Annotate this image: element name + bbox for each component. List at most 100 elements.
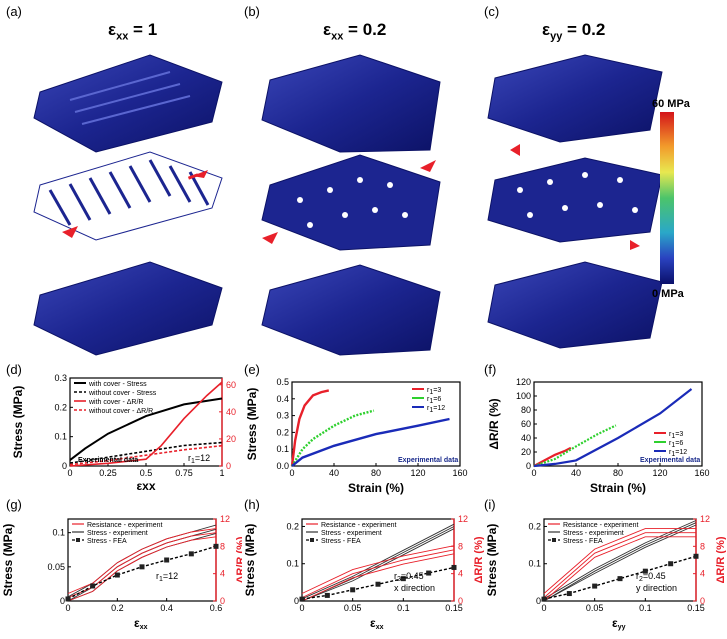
mesh-a-top-slits [69, 71, 191, 125]
mesh-c-bot [487, 261, 663, 349]
legend-label: r1=6 [427, 396, 441, 405]
y-axis-label: Stress (MPa) [1, 524, 15, 597]
y-axis-label: ΔR/R (%) [487, 398, 501, 449]
annotation-direction: x direction [394, 583, 435, 593]
x-tick-label: 0.1 [639, 603, 652, 613]
mesh-c-mid-holes [517, 172, 638, 218]
x-axis-label: Strain (%) [590, 481, 646, 495]
series-with-cover-dr [69, 381, 223, 467]
y2-tick-label: 40 [226, 407, 236, 417]
y-tick-label: 0.3 [276, 411, 289, 421]
annotation-r: r1=12 [156, 571, 178, 583]
x-tick-label: 40 [329, 468, 339, 478]
mesh-c-top [487, 54, 663, 143]
y-tick-label: 0.1 [528, 559, 541, 569]
y-tick-label: 0.1 [286, 559, 299, 569]
x-tick-label: 0 [65, 603, 70, 613]
y-tick-label: 0.1 [52, 528, 65, 538]
series-resistance-cycle-0 [301, 553, 455, 602]
x-tick-label: 0 [531, 468, 536, 478]
panel-label-a: (a) [6, 4, 22, 19]
y2-axis-label: ΔR/R (%) [241, 398, 242, 445]
x-tick-label: 0.15 [687, 603, 705, 613]
legend-label: r1=3 [669, 431, 683, 440]
y-tick-label: 0 [62, 461, 67, 471]
annotation-experimental: Experimental data [78, 457, 138, 464]
legend-label: r1=3 [427, 387, 441, 396]
fea-marker [139, 564, 145, 570]
y-tick-label: 0.0 [276, 461, 289, 471]
y-axis-label: Stress (MPa) [243, 524, 257, 597]
y2-tick-label: 12 [700, 514, 710, 524]
x-tick-label: 0 [289, 468, 294, 478]
fea-marker [566, 591, 572, 597]
mesh-b-mid-holes [297, 177, 408, 228]
mesh-a-bot [33, 261, 223, 356]
fea-marker [693, 553, 699, 559]
series-r1=6 [290, 409, 375, 467]
mesh-c-mid [487, 157, 663, 243]
x-tick-label: 0 [67, 468, 72, 478]
x-tick-label: 0.25 [99, 468, 117, 478]
y-tick-label: 0.2 [286, 521, 299, 531]
x-tick-label: 0.15 [445, 603, 463, 613]
annotation-experimental: Experimental data [398, 457, 458, 464]
x-tick-label: 120 [652, 468, 667, 478]
colorbar-min-label: 0 MPa [652, 288, 684, 300]
x-tick-label: 80 [613, 468, 623, 478]
x-axis-label: εxx [134, 616, 148, 631]
annotation-r: r2=0.45 [636, 571, 666, 583]
y2-tick-label: 4 [220, 569, 225, 579]
mesh-b-mid [261, 154, 441, 251]
y2-axis-label: ΔR/R (%) [715, 536, 726, 583]
x-axis-label: Strain (%) [348, 481, 404, 495]
series-resistance-cycle-2 [301, 545, 455, 594]
y-tick-label: 100 [516, 391, 531, 401]
legend-label: with cover - Stress [88, 381, 147, 388]
y-tick-label: 60 [521, 419, 531, 429]
fea-marker [213, 543, 219, 549]
chart-f: 0 40 80 120 160 0 20 40 60 80 100 120 ΔR/R (%) Strain… [487, 377, 710, 495]
fea-marker [375, 581, 381, 587]
x-tick-label: 0.5 [140, 468, 153, 478]
y2-axis-label: ΔR/R (%) [235, 536, 242, 583]
series-without-cover-stress [69, 441, 223, 464]
series-stress-exp-cycle-1 [543, 522, 697, 602]
title-b: εxx = 0.2 [323, 20, 387, 43]
series-without-cover-dr [69, 444, 223, 466]
y-tick-label: 0.1 [54, 432, 67, 442]
series-r1=3 [290, 389, 330, 467]
annotation-r1: r1=12 [188, 453, 210, 465]
title-a: εxx = 1 [108, 20, 158, 43]
x-tick-label: 0 [299, 603, 304, 613]
stretch-arrows [62, 144, 640, 250]
y2-tick-label: 4 [700, 569, 705, 579]
x-tick-label: 0.4 [160, 603, 173, 613]
mesh-b-bot [261, 264, 441, 356]
series-resistance-cycle-1 [301, 549, 455, 599]
x-tick-label: 160 [452, 468, 467, 478]
y-tick-label: 0 [536, 596, 541, 606]
legend-label: Stress - FEA [563, 538, 603, 545]
y-axis-label: Stress (MPa) [245, 388, 259, 461]
legend-label: r1=12 [427, 405, 445, 414]
series-resistance-cycle-2 [67, 528, 217, 594]
series-r1=12 [533, 388, 693, 468]
mesh-a-top [33, 54, 223, 153]
y2-tick-label: 0 [226, 461, 231, 471]
mesh-a-mid [33, 151, 223, 241]
y-tick-label: 0.1 [276, 444, 289, 454]
legend-label: Stress - FEA [87, 538, 127, 545]
y2-tick-label: 8 [700, 541, 705, 551]
x-tick-label: 1 [219, 468, 224, 478]
fea-marker [642, 568, 648, 574]
y-tick-label: 20 [521, 447, 531, 457]
panel-label-c: (c) [484, 4, 500, 19]
legend-marker [76, 538, 80, 542]
fea-marker [65, 596, 71, 602]
x-tick-label: 40 [571, 468, 581, 478]
y2-tick-label: 8 [220, 541, 225, 551]
fea-marker [90, 583, 96, 589]
y-tick-label: 0.2 [276, 427, 289, 437]
